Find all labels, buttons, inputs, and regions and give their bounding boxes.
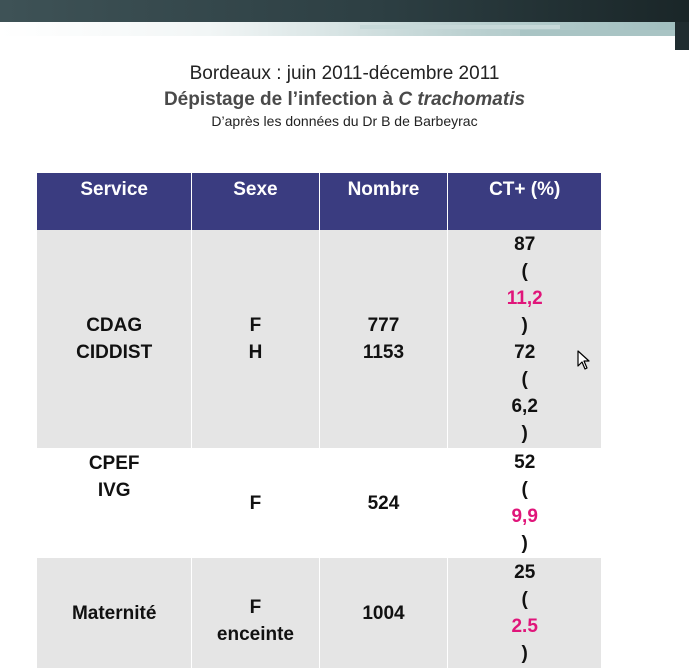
service-value: CPEF (88, 453, 140, 474)
ct-percent-highlight: 2.5 (511, 616, 538, 637)
sexe-cell: F H (191, 230, 320, 448)
header-ct: CT+ (%) (447, 173, 601, 230)
service-value: CDAG (86, 315, 143, 336)
slide-title-block: Bordeaux : juin 2011-décembre 2011 Dépis… (0, 62, 689, 130)
table-row: Maternité F enceinte 1004 25 (2.5) (37, 558, 601, 668)
service-cell: Maternité (37, 558, 193, 668)
ct-value: 72 (6,2) (449, 339, 600, 447)
nombre-value: 1153 (362, 342, 405, 363)
nombre-value: 1004 (362, 602, 405, 624)
sexe-value: F (249, 315, 262, 336)
header-sexe: Sexe (191, 173, 320, 230)
service-cell: CPEF IVG (37, 448, 193, 558)
nombre-cell: 1004 (319, 558, 449, 668)
nombre-value: 777 (367, 315, 400, 336)
table-row: CDAG CIDDIST F H 777 1153 87 (11,2) 72 (… (37, 230, 601, 448)
sexe-value: H (248, 342, 263, 363)
ct-value: 87 (11,2) (449, 231, 600, 339)
header-nombre: Nombre (319, 173, 449, 230)
sexe-value: F (249, 492, 262, 514)
screening-table: Service Sexe Nombre CT+ (%) CDAG CIDDIST… (37, 173, 601, 668)
sexe-cell: F enceinte (191, 558, 320, 668)
service-value: IVG (97, 480, 131, 501)
sexe-cell: F (191, 448, 320, 558)
ct-cell: 25 (2.5) (447, 558, 601, 668)
subtitle-prefix: Dépistage de l’infection à (163, 89, 399, 110)
table-row: CPEF IVG F 524 52 (9,9) (37, 448, 601, 558)
nombre-value: 524 (367, 492, 400, 514)
slide-source: D’après les données du Dr B de Barbeyrac (211, 113, 478, 129)
ct-percent: 6,2 (511, 396, 538, 417)
ct-value: 25 (2.5) (449, 559, 600, 667)
ct-percent-highlight: 11,2 (506, 288, 543, 309)
header-service: Service (37, 173, 193, 230)
sexe-value: enceinte (216, 623, 294, 645)
slide-title: Bordeaux : juin 2011-décembre 2011 (189, 63, 500, 84)
ct-cell: 87 (11,2) 72 (6,2) (447, 230, 601, 448)
service-value: CIDDIST (76, 342, 153, 363)
table-header-row: Service Sexe Nombre CT+ (%) (37, 173, 601, 230)
nombre-cell: 524 (319, 448, 449, 558)
service-cell: CDAG CIDDIST (37, 230, 193, 448)
subtitle-italic: C trachomatis (398, 89, 526, 110)
header-band-light (0, 22, 689, 36)
header-band-dark (0, 0, 689, 22)
mouse-pointer-icon (577, 350, 590, 370)
slide-subtitle: Dépistage de l’infection à C trachomatis (0, 88, 689, 112)
service-value: Maternité (71, 602, 157, 624)
sexe-value: F (249, 596, 262, 618)
nombre-cell: 777 1153 (319, 230, 449, 448)
ct-cell: 52 (9,9) (447, 448, 601, 558)
header-band-corner (675, 22, 689, 50)
ct-value: 52 (9,9) (449, 449, 600, 557)
